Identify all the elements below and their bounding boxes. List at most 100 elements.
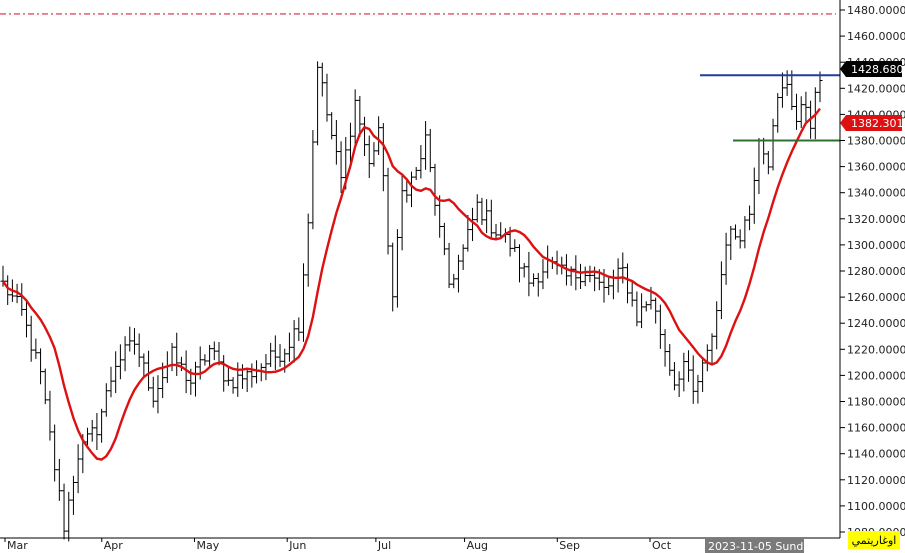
- ohlc-bar: [94, 412, 100, 451]
- ohlc-bar: [357, 96, 363, 138]
- ohlc-bar: [474, 194, 480, 223]
- ohlc-bar: [244, 367, 250, 393]
- ohlc-bar: [380, 123, 386, 192]
- ohlc-bar: [479, 197, 485, 226]
- y-tick-label: 1360.0000: [847, 161, 905, 174]
- ohlc-bar: [714, 301, 720, 350]
- ohlc-bar: [535, 272, 541, 297]
- ohlc-bar: [399, 175, 405, 251]
- ohlc-bar: [751, 167, 757, 224]
- ohlc-bar: [150, 376, 156, 408]
- ohlc-bar: [404, 177, 410, 203]
- ohlc-bar: [235, 362, 241, 397]
- x-tick-label: Sep: [559, 539, 580, 552]
- ohlc-bar: [484, 199, 490, 234]
- ohlc-bar: [437, 195, 443, 238]
- y-tick-label: 1160.0000: [847, 422, 905, 435]
- ohlc-bar: [667, 344, 673, 376]
- ohlc-bar: [89, 419, 95, 442]
- ohlc-bar: [272, 335, 278, 371]
- y-axis-ticks: 1480.00001460.00001440.00001420.00001400…: [840, 4, 905, 539]
- y-tick-label: 1280.0000: [847, 265, 905, 278]
- ohlc-bar: [624, 263, 630, 304]
- ohlc-bar: [99, 408, 105, 443]
- ohlc-bar: [56, 458, 62, 501]
- y-tick-label: 1120.0000: [847, 474, 905, 487]
- ohlc-bar: [770, 118, 776, 171]
- ohlc-bar: [385, 167, 391, 255]
- ohlc-bar: [742, 216, 748, 249]
- ohlc-bar: [390, 242, 396, 312]
- y-tick-label: 1220.0000: [847, 343, 905, 356]
- ohlc-bar: [526, 251, 532, 297]
- ohlc-bar: [310, 130, 316, 230]
- ohlc-bar: [446, 242, 452, 288]
- ohlc-bar: [686, 350, 692, 382]
- ohlc-bar: [775, 93, 781, 133]
- ohlc-bar: [23, 300, 29, 338]
- ohlc-bar: [221, 355, 227, 392]
- ohlc-bar: [732, 224, 738, 240]
- ohlc-bar: [794, 93, 800, 130]
- x-tick-label: Aug: [467, 539, 488, 552]
- ohlc-bar: [296, 317, 302, 342]
- ohlc-bar: [70, 475, 76, 515]
- y-tick-label: 1100.0000: [847, 500, 905, 513]
- ohlc-bar: [643, 301, 649, 312]
- ohlc-bar: [521, 263, 527, 278]
- ohlc-bar: [671, 362, 677, 391]
- y-axis-panel: [840, 0, 905, 553]
- ohlc-bar: [582, 266, 588, 287]
- ohlc-bar: [28, 315, 34, 362]
- ohlc-bar: [451, 273, 457, 289]
- ohlc-bar: [178, 356, 184, 372]
- ma-price-tag-shape: [840, 115, 902, 131]
- ohlc-bar: [432, 163, 438, 216]
- ohlc-bar: [211, 341, 217, 360]
- ohlc-bar: [301, 263, 307, 342]
- ohlc-bar: [676, 371, 682, 397]
- ohlc-bar: [531, 273, 537, 287]
- ohlc-bar: [61, 483, 67, 540]
- ohlc-bar: [315, 61, 321, 146]
- ohlc-bar: [263, 354, 269, 381]
- ohlc-bar: [629, 281, 635, 307]
- logo-text: اوغاريتمي: [852, 534, 897, 547]
- ohlc-bar: [587, 265, 593, 283]
- last-price-tag: 1428.6800: [840, 61, 905, 77]
- ohlc-bar: [122, 336, 128, 372]
- ohlc-bar: [700, 359, 706, 393]
- ohlc-bar: [277, 344, 283, 367]
- ohlc-bar: [423, 121, 429, 170]
- ohlc-bar: [333, 120, 339, 165]
- ohlc-bar: [362, 116, 368, 156]
- y-tick-label: 1260.0000: [847, 291, 905, 304]
- ohlc-bar: [352, 89, 358, 148]
- ohlc-bar: [418, 145, 424, 179]
- ohlc-bar: [193, 361, 199, 397]
- y-tick-label: 1420.0000: [847, 82, 905, 95]
- x-tick-label: Oct: [652, 539, 672, 552]
- ohlc-bar: [146, 350, 152, 391]
- y-tick-label: 1340.0000: [847, 187, 905, 200]
- ohlc-bar: [291, 320, 297, 363]
- ohlc-bar: [578, 263, 584, 290]
- ohlc-bar: [52, 424, 58, 482]
- ma-price-tag: 1382.3018: [840, 115, 905, 131]
- ohlc-bar: [113, 351, 119, 394]
- x-axis-ticks: Mar Apr May Jun Jul Aug Sep Oct: [4, 538, 672, 552]
- ohlc-bar: [305, 213, 311, 287]
- ohlc-bar: [47, 390, 53, 441]
- ma-price-label: 1382.3018: [851, 117, 905, 130]
- ohlc-bar: [606, 276, 612, 296]
- last-price-label: 1428.6800: [851, 63, 905, 76]
- ohlc-bar: [230, 377, 236, 394]
- ohlc-bar: [225, 365, 231, 386]
- ohlc-bar: [681, 352, 687, 392]
- ohlc-bar: [174, 332, 180, 376]
- moving-average-line: [2, 107, 821, 461]
- ohlc-bar: [516, 244, 522, 283]
- x-tick-label: Jul: [377, 539, 391, 552]
- ohlc-bar: [488, 199, 494, 239]
